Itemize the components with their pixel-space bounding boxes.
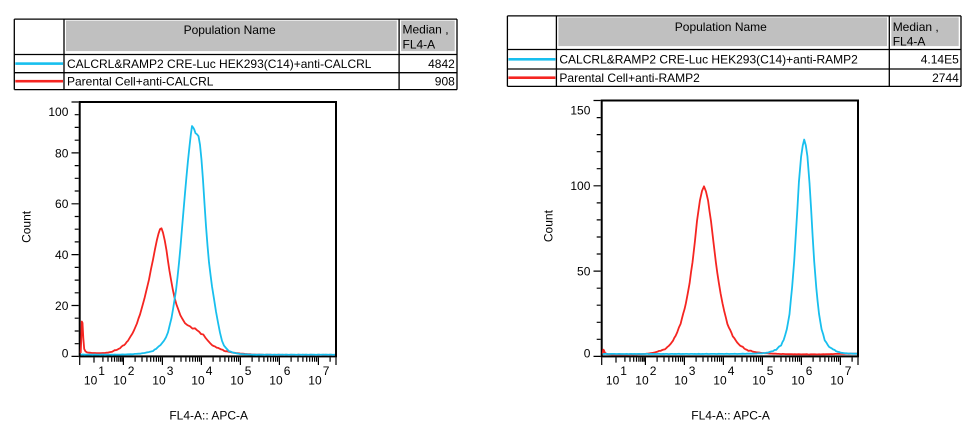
svg-text:20: 20: [55, 299, 69, 313]
svg-text:10: 10: [152, 373, 166, 387]
svg-text:2: 2: [650, 364, 657, 378]
svg-text:FL4-A:: APC-A: FL4-A:: APC-A: [691, 409, 770, 423]
svg-text:FL4-A: FL4-A: [403, 38, 436, 52]
svg-text:Count: Count: [20, 210, 34, 243]
svg-text:10: 10: [308, 373, 322, 387]
svg-text:Median ,: Median ,: [893, 20, 939, 34]
svg-text:10: 10: [191, 373, 205, 387]
svg-text:Count: Count: [542, 209, 556, 242]
svg-text:CALCRL&RAMP2 CRE-Luc HEK293(C1: CALCRL&RAMP2 CRE-Luc HEK293(C14)+anti-RA…: [559, 53, 858, 67]
svg-text:10: 10: [713, 373, 727, 387]
svg-text:10: 10: [674, 373, 688, 387]
svg-text:3: 3: [689, 364, 696, 378]
svg-text:150: 150: [570, 104, 590, 118]
svg-text:Parental Cell+anti-RAMP2: Parental Cell+anti-RAMP2: [559, 71, 700, 85]
svg-text:6: 6: [284, 364, 291, 378]
svg-text:10: 10: [635, 373, 649, 387]
svg-text:4: 4: [206, 364, 213, 378]
svg-text:1: 1: [620, 364, 627, 378]
svg-text:10: 10: [230, 373, 244, 387]
svg-text:Population Name: Population Name: [184, 23, 276, 37]
svg-text:Population Name: Population Name: [675, 20, 767, 34]
svg-text:Parental Cell+anti-CALCRL: Parental Cell+anti-CALCRL: [67, 75, 214, 89]
svg-text:10: 10: [269, 373, 283, 387]
svg-text:0: 0: [584, 346, 591, 360]
svg-text:4842: 4842: [428, 57, 455, 71]
svg-text:2744: 2744: [932, 71, 959, 85]
svg-text:CALCRL&RAMP2 CRE-Luc HEK293(C1: CALCRL&RAMP2 CRE-Luc HEK293(C14)+anti-CA…: [67, 57, 372, 71]
svg-text:40: 40: [55, 248, 69, 262]
svg-text:10: 10: [606, 373, 620, 387]
svg-text:10: 10: [752, 373, 766, 387]
svg-text:7: 7: [323, 364, 330, 378]
svg-text:100: 100: [570, 179, 590, 193]
svg-text:60: 60: [55, 197, 69, 211]
svg-text:5: 5: [245, 364, 252, 378]
svg-text:10: 10: [113, 373, 127, 387]
svg-text:10: 10: [791, 373, 805, 387]
svg-text:50: 50: [577, 265, 591, 279]
svg-text:10: 10: [84, 373, 98, 387]
svg-text:5: 5: [767, 364, 774, 378]
svg-text:4.14E5: 4.14E5: [921, 53, 959, 67]
svg-text:4: 4: [728, 364, 735, 378]
svg-text:Median ,: Median ,: [403, 23, 449, 37]
svg-text:7: 7: [845, 364, 852, 378]
svg-text:FL4-A:: APC-A: FL4-A:: APC-A: [169, 409, 248, 423]
svg-text:80: 80: [55, 146, 69, 160]
svg-text:6: 6: [806, 364, 813, 378]
svg-text:1: 1: [98, 364, 105, 378]
svg-text:FL4-A: FL4-A: [893, 34, 926, 48]
svg-text:3: 3: [167, 364, 174, 378]
svg-text:0: 0: [62, 346, 69, 360]
svg-text:100: 100: [48, 105, 68, 119]
svg-text:2: 2: [128, 364, 135, 378]
svg-text:908: 908: [435, 75, 455, 89]
svg-text:10: 10: [830, 373, 844, 387]
